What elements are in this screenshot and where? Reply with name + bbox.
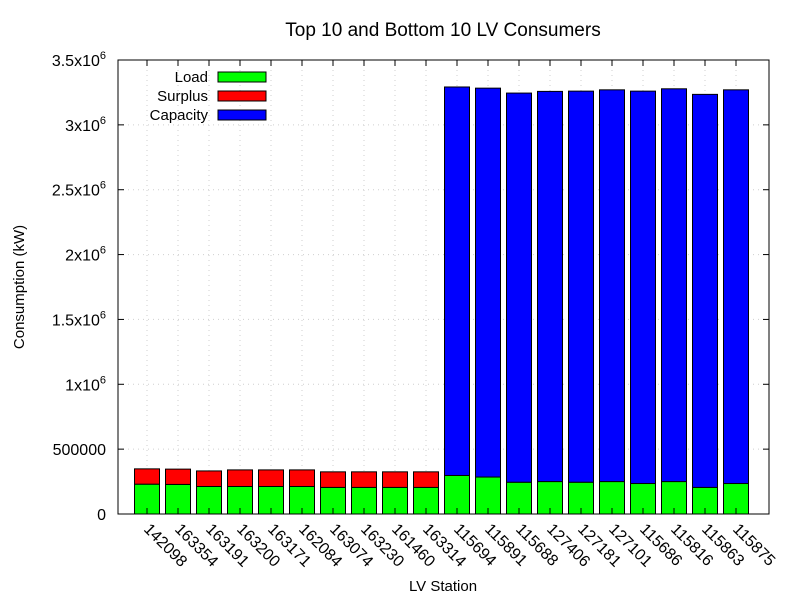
y-axis-label: Consumption (kW) bbox=[11, 225, 28, 349]
plot-frame bbox=[117, 59, 770, 515]
y-tick-label-base: 2.5x10 bbox=[52, 183, 100, 200]
y-tick-label-exponent: 6 bbox=[100, 245, 106, 257]
bar-surplus-163074 bbox=[320, 471, 346, 488]
bar-series bbox=[134, 86, 749, 515]
y-tick-label: 3.5x106 bbox=[52, 50, 106, 70]
y-tick-label: 500000 bbox=[53, 442, 106, 459]
bar-capacity-115686 bbox=[630, 90, 656, 485]
y-tick-label-base: 1.5x10 bbox=[52, 312, 100, 329]
bar-capacity-115863 bbox=[692, 93, 718, 488]
bar-surplus-161460 bbox=[382, 471, 408, 488]
y-tick-label-base: 3.5x10 bbox=[52, 53, 100, 70]
y-tick-label-exponent: 6 bbox=[100, 180, 106, 192]
bar-surplus-163314 bbox=[413, 471, 439, 488]
bar-surplus-162084 bbox=[289, 469, 315, 488]
legend-swatch-surplus bbox=[217, 90, 267, 102]
legend-swatch-load bbox=[217, 71, 267, 83]
y-tick-label: 2.5x106 bbox=[52, 180, 106, 200]
bar-capacity-115875 bbox=[723, 89, 749, 485]
bar-surplus-163354 bbox=[165, 468, 191, 485]
legend: Load Surplus Capacity bbox=[150, 69, 267, 124]
bar-capacity-127406 bbox=[537, 90, 563, 483]
y-tick-label: 0 bbox=[97, 507, 106, 524]
bar-surplus-163200 bbox=[227, 469, 253, 488]
bar-capacity-115891 bbox=[475, 87, 501, 478]
y-tick-label: 1x106 bbox=[65, 374, 106, 394]
y-tick-label: 3x106 bbox=[65, 115, 106, 135]
y-tick-label-exponent: 6 bbox=[100, 309, 106, 321]
chart-title: Top 10 and Bottom 10 LV Consumers bbox=[285, 20, 600, 41]
bar-capacity-115688 bbox=[506, 92, 532, 483]
bar-surplus-163191 bbox=[196, 470, 222, 488]
y-tick-label: 2x106 bbox=[65, 245, 106, 265]
bar-capacity-115694 bbox=[444, 86, 470, 476]
y-tick-label-exponent: 6 bbox=[100, 50, 106, 62]
y-tick-label-base: 500000 bbox=[53, 442, 106, 459]
y-tick-label-base: 1x10 bbox=[65, 377, 100, 394]
bar-surplus-163171 bbox=[258, 469, 284, 488]
bar-capacity-115816 bbox=[661, 88, 687, 483]
bar-capacity-127181 bbox=[568, 90, 594, 483]
y-tick-label: 1.5x106 bbox=[52, 309, 106, 329]
legend-label-load: Load bbox=[175, 69, 208, 86]
bar-capacity-127101 bbox=[599, 89, 625, 483]
legend-label-surplus: Surplus bbox=[157, 88, 208, 105]
bar-surplus-163230 bbox=[351, 471, 377, 488]
y-tick-label-exponent: 6 bbox=[100, 115, 106, 127]
bar-surplus-142098 bbox=[134, 468, 160, 485]
y-tick-label-exponent: 6 bbox=[100, 374, 106, 386]
y-tick-label-base: 2x10 bbox=[65, 248, 100, 265]
legend-label-capacity: Capacity bbox=[150, 107, 209, 124]
legend-swatch-capacity bbox=[217, 109, 267, 121]
y-tick-label-base: 3x10 bbox=[65, 118, 100, 135]
y-tick-label-base: 0 bbox=[97, 507, 106, 524]
x-axis-label: LV Station bbox=[409, 578, 477, 595]
